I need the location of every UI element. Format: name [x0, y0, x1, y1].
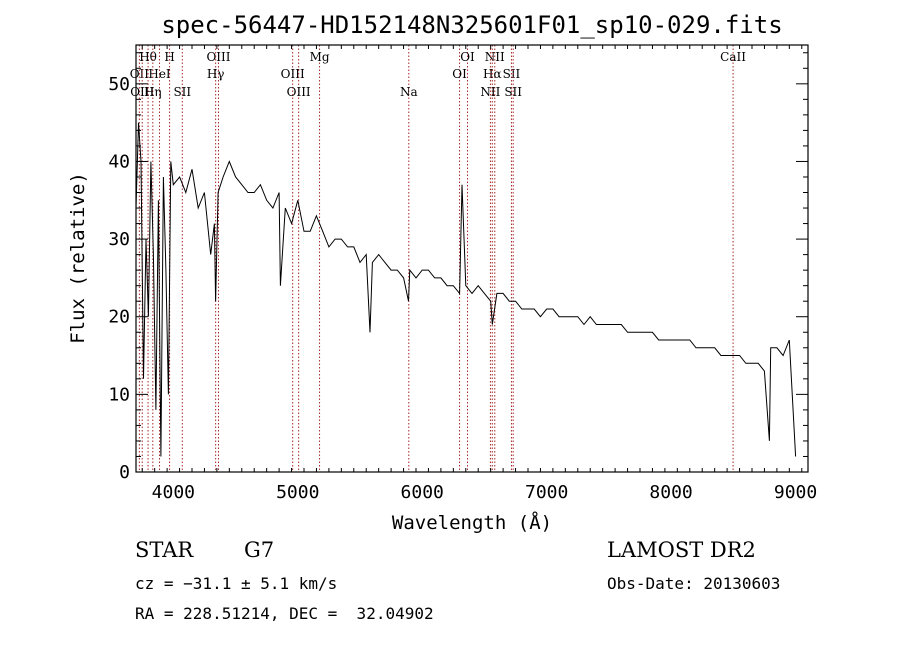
line-label: OIII	[281, 67, 305, 81]
observation-date: Obs-Date: 20130603	[607, 574, 781, 593]
line-label: OIII	[206, 50, 230, 64]
survey-name: LAMOST DR2	[607, 538, 756, 562]
line-label: OI	[460, 50, 475, 64]
line-label: Hη	[144, 85, 162, 99]
x-tick-label: 5000	[276, 482, 319, 503]
chart-title: spec-56447-HD152148N325601F01_sp10-029.f…	[161, 11, 782, 39]
y-tick-label: 40	[108, 151, 130, 172]
x-tick-label: 6000	[401, 482, 444, 503]
plot-frame	[135, 44, 809, 473]
line-label: Hθ	[139, 50, 157, 64]
x-tick-label: 4000	[152, 482, 195, 503]
object-subclass: G7	[244, 538, 275, 562]
redshift-text: cz = −31.1 ± 5.1 km/s	[135, 574, 338, 593]
spectrum-line	[135, 122, 797, 457]
y-tick-label: 30	[108, 229, 130, 250]
y-tick-label: 0	[119, 462, 130, 483]
y-tick-label: 10	[108, 384, 130, 405]
line-label: OII	[130, 67, 150, 81]
line-label: OIII	[287, 85, 311, 99]
x-axis-label: Wavelength (Å)	[392, 511, 552, 534]
line-label: Hγ	[207, 67, 225, 81]
line-label: OI	[452, 67, 467, 81]
line-label: H	[164, 50, 174, 64]
line-label: Hα	[483, 67, 502, 81]
x-tick-label: 8000	[649, 482, 692, 503]
line-label: CaII	[720, 50, 746, 64]
x-tick-label: 7000	[525, 482, 568, 503]
line-label: SII	[503, 67, 521, 81]
line-label: Na	[400, 85, 418, 99]
coordinates-text: RA = 228.51214, DEC = 32.04902	[135, 604, 434, 623]
line-label: SII	[173, 85, 191, 99]
y-axis: 0 10 20 30 40 50	[108, 52, 808, 483]
line-label: HeI	[148, 67, 171, 81]
y-tick-label: 50	[108, 74, 130, 95]
line-label: NII	[485, 50, 505, 64]
line-label: NII	[480, 85, 500, 99]
x-tick-label: 9000	[774, 482, 817, 503]
x-axis: 4000 5000 6000 7000 8000 9000	[141, 45, 817, 503]
object-class: STAR	[135, 538, 194, 562]
line-label: SII	[504, 85, 522, 99]
y-tick-label: 20	[108, 307, 130, 328]
spectrum-series	[135, 122, 797, 457]
y-axis-label: Flux (relative)	[67, 172, 89, 344]
line-label: Mg	[310, 50, 330, 64]
